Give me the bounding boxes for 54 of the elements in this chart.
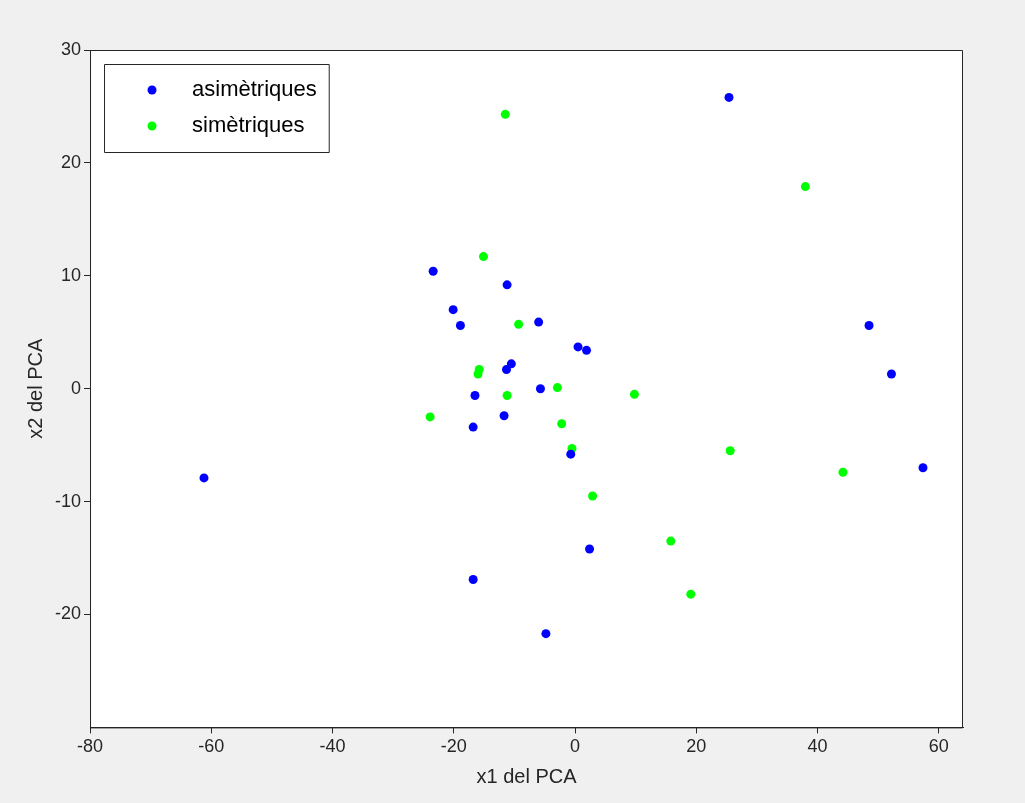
x-tick-label: -80 [77,736,104,757]
x-tick-label: -60 [198,736,225,757]
x-tick-label: -20 [440,736,467,757]
point [500,109,510,119]
y-axis-title: x2 del PCA [23,338,46,439]
point [886,369,896,379]
point [686,589,696,599]
y-tick-label: 30 [60,38,82,59]
x-tick-label: 60 [928,736,949,757]
point [864,320,874,330]
x-tick-label: 40 [807,736,828,757]
y-tick-label: -20 [55,603,82,624]
point [470,390,480,400]
point [838,467,848,477]
point [557,419,567,429]
point [800,182,810,192]
point [455,320,465,330]
y-tick-label: 10 [60,264,82,285]
point [725,446,735,456]
point [666,536,676,546]
legend-label: simètriques [192,112,305,138]
point [629,389,639,399]
point [502,280,512,290]
point [425,412,435,422]
point [535,384,545,394]
point [428,266,438,276]
point [502,390,512,400]
point [585,544,595,554]
point [588,491,598,501]
x-tick-label: 20 [686,736,707,757]
point [573,342,583,352]
y-tick-label: -10 [55,490,82,511]
x-axis-title: x1 del PCA [476,764,578,787]
point [552,383,562,393]
point [448,305,458,315]
point [582,345,592,355]
point [502,365,511,375]
point [918,463,928,473]
point [534,317,544,327]
point [199,473,209,483]
y-tick-label: 20 [60,151,82,172]
point [499,411,509,421]
point [468,422,478,432]
point [506,359,516,369]
legend-label: asimètriques [192,76,317,102]
point [478,252,488,262]
point [724,92,734,102]
point [468,575,478,584]
point [566,449,576,459]
x-tick-label: 0 [570,736,581,757]
y-tick-label: 0 [71,377,82,398]
x-tick-label: -40 [319,736,346,757]
point [514,319,524,329]
point [541,629,551,639]
